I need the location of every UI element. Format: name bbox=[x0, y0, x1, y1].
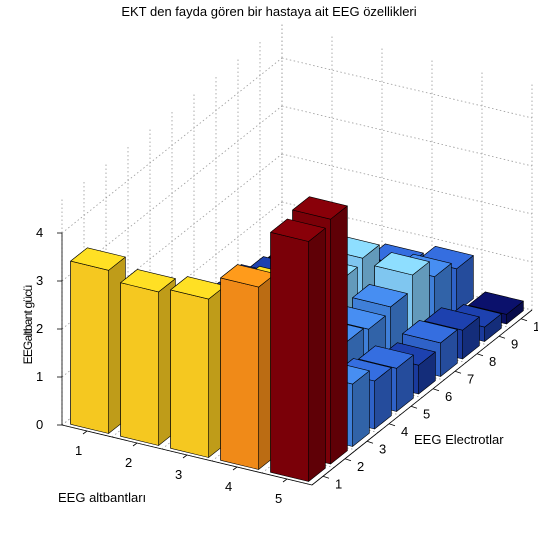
bar-top-5-7 bbox=[402, 320, 458, 344]
bar-2-1 bbox=[120, 282, 159, 446]
y-tick bbox=[498, 335, 506, 339]
z-tick-label: 3 bbox=[36, 273, 43, 288]
y-tick bbox=[344, 458, 352, 462]
x-tick-label: 3 bbox=[175, 467, 182, 482]
x-tick bbox=[282, 478, 288, 483]
y-tick-label: 8 bbox=[489, 354, 496, 369]
bar-top-4-8 bbox=[374, 252, 430, 276]
x-axis-label: EEG altbantları bbox=[58, 490, 147, 505]
y-tick bbox=[520, 318, 528, 322]
y-tick-label: 6 bbox=[445, 389, 452, 404]
bar-5-1 bbox=[270, 232, 309, 482]
gridline-sidewall bbox=[281, 201, 533, 263]
bar-top-5-5 bbox=[358, 345, 414, 369]
y-tick bbox=[476, 353, 484, 357]
z-tick-label: 1 bbox=[36, 369, 43, 384]
x-tick bbox=[82, 430, 88, 435]
y-axis-line bbox=[311, 309, 533, 486]
bar-1-1 bbox=[70, 260, 109, 434]
y-tick-label: 5 bbox=[423, 406, 430, 421]
z-tick-label: 2 bbox=[36, 321, 43, 336]
x-tick bbox=[232, 466, 238, 471]
y-tick bbox=[454, 370, 462, 374]
y-tick-label: 10 bbox=[533, 319, 538, 334]
bar-top-1-1 bbox=[70, 247, 126, 271]
x-tick bbox=[132, 442, 138, 447]
bar-top-4-7 bbox=[352, 284, 408, 308]
y-tick bbox=[410, 405, 418, 409]
y-tick-label: 4 bbox=[401, 424, 408, 439]
x-tick bbox=[182, 454, 188, 459]
y-tick-label: 7 bbox=[467, 371, 474, 386]
bar-face-right-5-2 bbox=[330, 205, 348, 465]
bar-top-5-8 bbox=[424, 307, 480, 331]
gridline-sidewall bbox=[281, 153, 533, 215]
x-tick-label: 2 bbox=[125, 455, 132, 470]
gridline-sidewall bbox=[281, 57, 533, 119]
y-axis-label: EEG Electrotlar bbox=[414, 432, 504, 447]
z-tick-label: 4 bbox=[36, 225, 43, 240]
x-tick-label: 4 bbox=[225, 479, 232, 494]
x-tick-label: 5 bbox=[275, 491, 282, 506]
gridline-sidewall bbox=[281, 105, 533, 167]
bar-3-1 bbox=[170, 289, 209, 458]
bar-top-5-1 bbox=[270, 218, 326, 242]
bar-top-5-2 bbox=[292, 196, 348, 220]
bar-face-right-5-1 bbox=[308, 227, 326, 482]
z-tick-label: 0 bbox=[36, 417, 43, 432]
y-tick bbox=[388, 423, 396, 427]
y-tick bbox=[322, 475, 330, 479]
y-tick-label: 9 bbox=[511, 336, 518, 351]
y-tick bbox=[366, 440, 374, 444]
bar-top-5-10 bbox=[468, 291, 524, 315]
y-tick bbox=[432, 388, 440, 392]
chart-title: EKT den fayda gören bir hastaya ait EEG … bbox=[121, 4, 417, 19]
y-tick-label: 1 bbox=[335, 476, 342, 491]
bar-4-1 bbox=[220, 277, 259, 470]
y-tick-label: 2 bbox=[357, 459, 364, 474]
z-axis-label: EEGaltbant gücü bbox=[21, 285, 35, 365]
y-tick-label: 3 bbox=[379, 441, 386, 456]
bar-top-2-1 bbox=[120, 269, 176, 293]
x-tick-label: 1 bbox=[75, 443, 82, 458]
